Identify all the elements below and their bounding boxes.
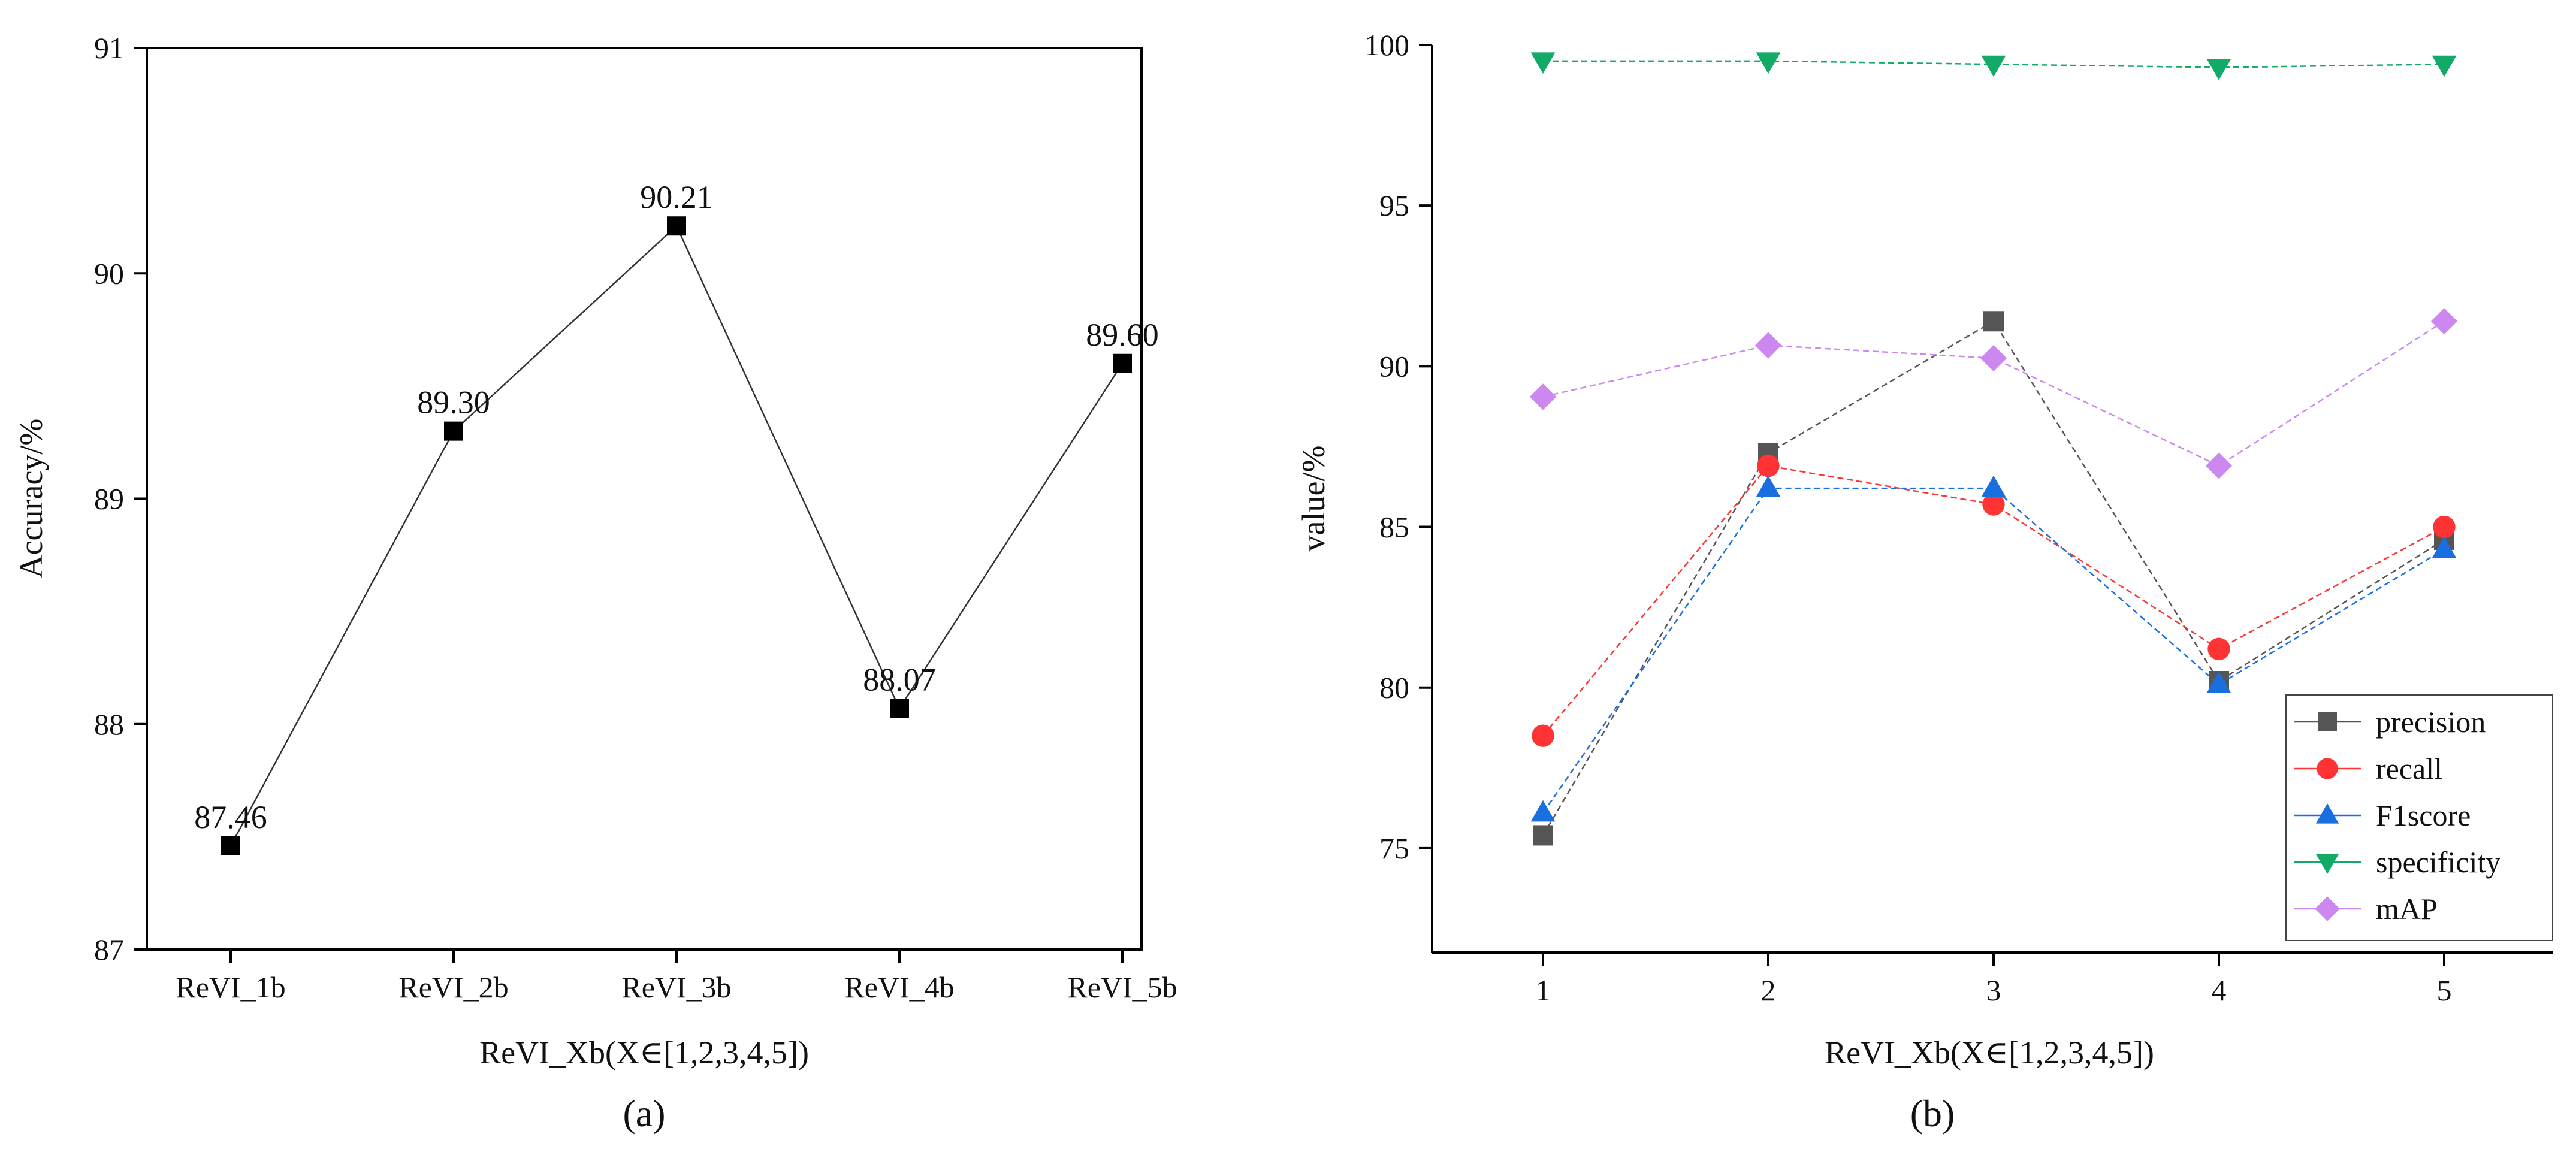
- x-tick-label-b: 5: [2437, 973, 2452, 1007]
- x-tick-label-b: 4: [2212, 973, 2227, 1007]
- recall-point: [1757, 454, 1780, 477]
- x-tick-label-a: ReVI_1b: [176, 970, 285, 1004]
- specificity-point: [1981, 55, 2006, 77]
- y-ticks-b: 75 80 85 90 95 100: [1364, 28, 1432, 865]
- y-tick-label-b: 90: [1379, 349, 1409, 383]
- legend-marker: [2318, 712, 2337, 731]
- x-ticks-a: ReVI_1b ReVI_2b ReVI_3b ReVI_4b ReVI_5b: [176, 950, 1177, 1004]
- y-tick-label-a: 91: [94, 31, 124, 65]
- specificity-point: [1756, 52, 1781, 74]
- legend-marker: [2315, 854, 2339, 874]
- specificity-point: [2432, 55, 2457, 77]
- x-tick-label-a: ReVI_5b: [1067, 970, 1177, 1004]
- legend-label: F1score: [2376, 799, 2471, 832]
- y-tick-label-b: 75: [1379, 832, 1409, 865]
- legend-label: precision: [2376, 705, 2486, 739]
- mAP-point: [2430, 308, 2458, 335]
- accuracy-series: 87.46 89.30 90.21 88.07 89.60: [194, 179, 1159, 855]
- F1score-point: [1530, 800, 1556, 822]
- x-tick-label-a: ReVI_2b: [398, 970, 508, 1004]
- recall-point: [1532, 724, 1554, 747]
- accuracy-data-label: 89.60: [1086, 317, 1159, 353]
- accuracy-data-label: 87.46: [194, 799, 267, 835]
- panel-label-a: (a): [623, 1092, 665, 1135]
- y-tick-label-b: 80: [1379, 671, 1409, 704]
- y-ticks-a: 87 88 89 90 91: [94, 31, 147, 966]
- legend-marker: [2317, 758, 2338, 779]
- mAP-point: [1529, 383, 1557, 410]
- metric-series: [1529, 52, 2458, 846]
- y-axis-title-a: Accuracy/%: [13, 419, 49, 579]
- metrics-chart: 75 80 85 90 95 100 1 2 3 4 5 precision recall F1sco…: [1295, 28, 2553, 1135]
- y-axis-title-b: value/%: [1295, 446, 1331, 552]
- recall-point: [2207, 637, 2230, 661]
- mAP-point: [1980, 344, 2007, 372]
- F1score-point: [1981, 475, 2006, 497]
- y-tick-label-b: 85: [1379, 510, 1409, 544]
- y-tick-label-a: 90: [94, 256, 124, 290]
- accuracy-data-label: 90.21: [640, 179, 713, 215]
- x-tick-label-b: 2: [1761, 973, 1776, 1007]
- accuracy-data-label: 89.30: [417, 385, 490, 421]
- recall-point: [2433, 515, 2456, 539]
- F1score-point: [2432, 536, 2457, 558]
- accuracy-point: [667, 216, 686, 236]
- legend-label: recall: [2376, 752, 2442, 785]
- accuracy-point: [1113, 353, 1132, 373]
- y-tick-label-a: 87: [94, 933, 124, 966]
- precision-point: [1533, 825, 1553, 846]
- legend-marker: [2315, 803, 2339, 824]
- accuracy-point: [444, 421, 463, 441]
- recall-point: [1982, 493, 2005, 516]
- x-axis-title-a: ReVI_Xb(X∈[1,2,3,4,5]): [479, 1035, 809, 1071]
- mAP-point: [1754, 332, 1782, 359]
- specificity-point: [1530, 52, 1556, 74]
- accuracy-point: [890, 699, 909, 718]
- y-tick-label-b: 100: [1364, 28, 1409, 62]
- y-tick-label-a: 89: [94, 482, 124, 516]
- x-tick-label-b: 1: [1536, 973, 1551, 1007]
- legend-marker: [2315, 896, 2340, 921]
- F1score-line: [1542, 487, 2445, 814]
- F1score-point: [2206, 672, 2231, 693]
- x-tick-label-a: ReVI_3b: [621, 970, 731, 1004]
- legend: precision recall F1score specificity mAP: [2285, 694, 2553, 941]
- mAP-line: [1542, 320, 2445, 467]
- F1score-point: [1756, 475, 1781, 497]
- legend-label: mAP: [2376, 892, 2438, 926]
- accuracy-data-label: 88.07: [863, 661, 936, 697]
- specificity-point: [2206, 59, 2231, 80]
- x-tick-label-a: ReVI_4b: [844, 970, 954, 1004]
- y-tick-label-b: 95: [1379, 189, 1409, 222]
- x-tick-label-b: 3: [1986, 973, 2001, 1007]
- legend-label: specificity: [2376, 845, 2500, 879]
- x-axis-title-b: ReVI_Xb(X∈[1,2,3,4,5]): [1825, 1035, 2154, 1071]
- accuracy-line: [229, 225, 1124, 846]
- panel-label-b: (b): [1910, 1092, 1955, 1135]
- x-ticks-b: 1 2 3 4 5: [1536, 953, 2452, 1007]
- y-tick-label-a: 88: [94, 707, 124, 741]
- mAP-point: [2205, 452, 2233, 479]
- precision-point: [1983, 311, 2004, 332]
- accuracy-point: [221, 836, 240, 855]
